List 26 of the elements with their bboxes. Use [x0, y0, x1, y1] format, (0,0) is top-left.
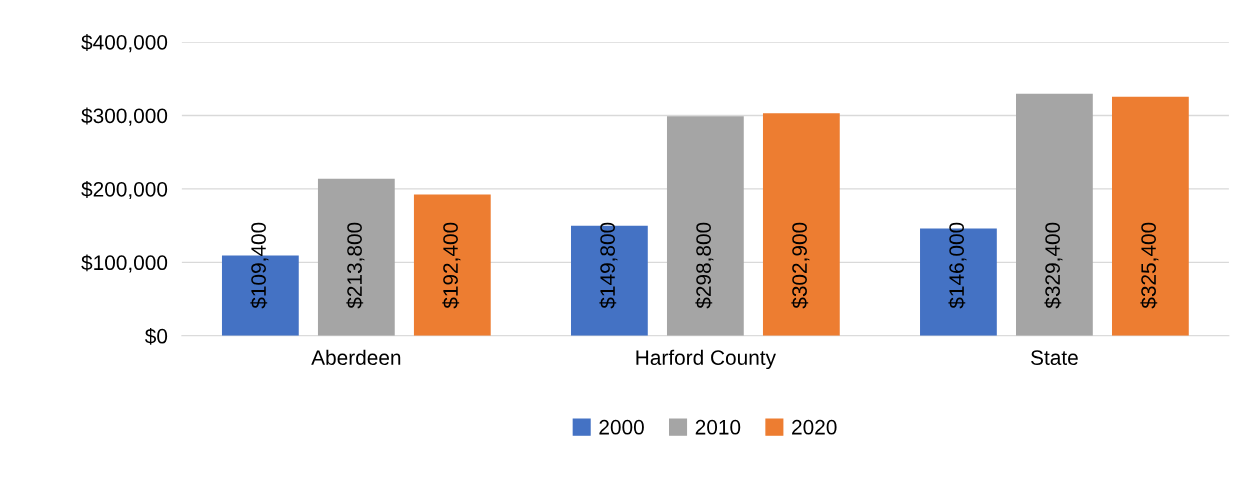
y-tick-label: $0 [145, 327, 168, 345]
bar [1016, 93, 1093, 336]
x-tick-label: State [1031, 350, 1078, 365]
x-tick-label: Harford County [636, 349, 776, 370]
y-tick-label: $300,000 [81, 107, 168, 126]
legend-label: 2020 [792, 419, 837, 435]
data-label: $192,400 [442, 222, 461, 309]
bar [666, 116, 744, 336]
y-tick-label: $100,000 [81, 254, 168, 273]
bar [1111, 96, 1189, 336]
legend-label: 2010 [695, 419, 741, 435]
x-tick-label: Aberdeen [311, 349, 401, 365]
y-tick-label: $200,000 [81, 181, 168, 200]
data-label: $298,800 [695, 222, 714, 309]
data-label: $149,800 [599, 222, 618, 309]
bar [317, 178, 395, 336]
data-label: $109,400 [250, 222, 269, 309]
bar [762, 113, 840, 336]
data-label: $213,800 [346, 222, 365, 309]
data-label: $325,400 [1140, 222, 1159, 309]
data-label: $302,900 [791, 222, 810, 309]
data-label: $329,400 [1044, 222, 1063, 309]
data-label: $146,000 [948, 222, 967, 309]
y-tick-label: $400,000 [81, 34, 168, 53]
legend-label: 2000 [599, 419, 644, 435]
bar [413, 194, 491, 336]
